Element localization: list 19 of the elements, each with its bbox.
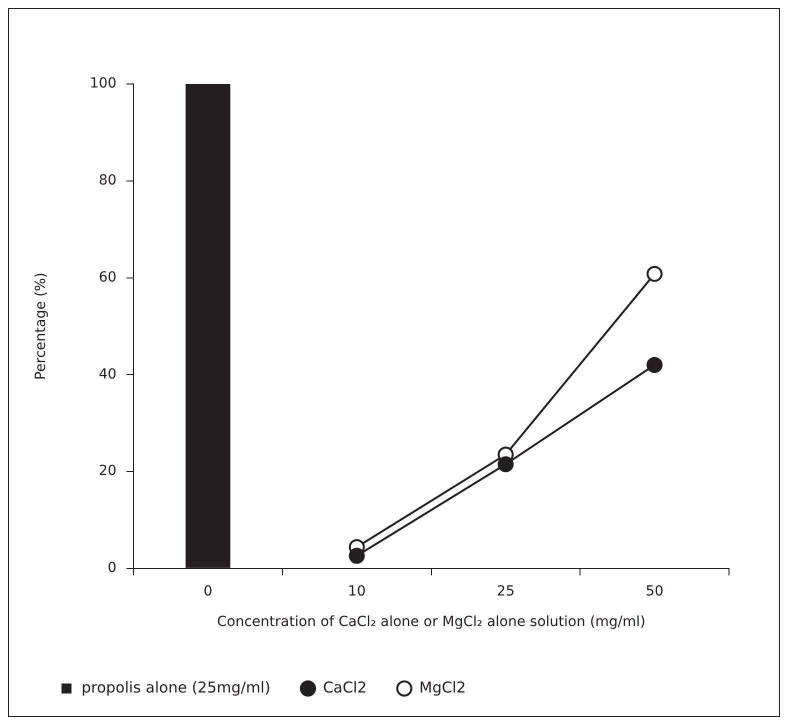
x-tick-label: 10 xyxy=(348,583,366,600)
point xyxy=(646,356,663,373)
x-tick-label: 0 xyxy=(203,583,212,600)
y-tick-label: 40 xyxy=(98,366,117,382)
point xyxy=(646,266,663,282)
x-tick-label: 50 xyxy=(646,583,664,600)
x-tick-label: 25 xyxy=(496,583,515,600)
y-axis-title: Percentage (%) xyxy=(33,272,50,380)
point xyxy=(348,548,365,564)
y-tick-label: 80 xyxy=(98,172,117,189)
legend-label: propolis alone (25mg/ml) xyxy=(82,678,270,696)
y-tick-label: 20 xyxy=(98,463,117,480)
legend-label: MgCl2 xyxy=(419,678,466,696)
y-tick-label: 100 xyxy=(90,76,117,92)
y-tick-label: 0 xyxy=(108,560,117,576)
x-axis-title: Concentration of CaCl₂ alone or MgCl₂ alone solution (mg/ml) xyxy=(217,614,646,630)
y-tick-label: 60 xyxy=(98,269,117,286)
point xyxy=(498,456,514,472)
legend-label: CaCl2 xyxy=(322,678,367,696)
